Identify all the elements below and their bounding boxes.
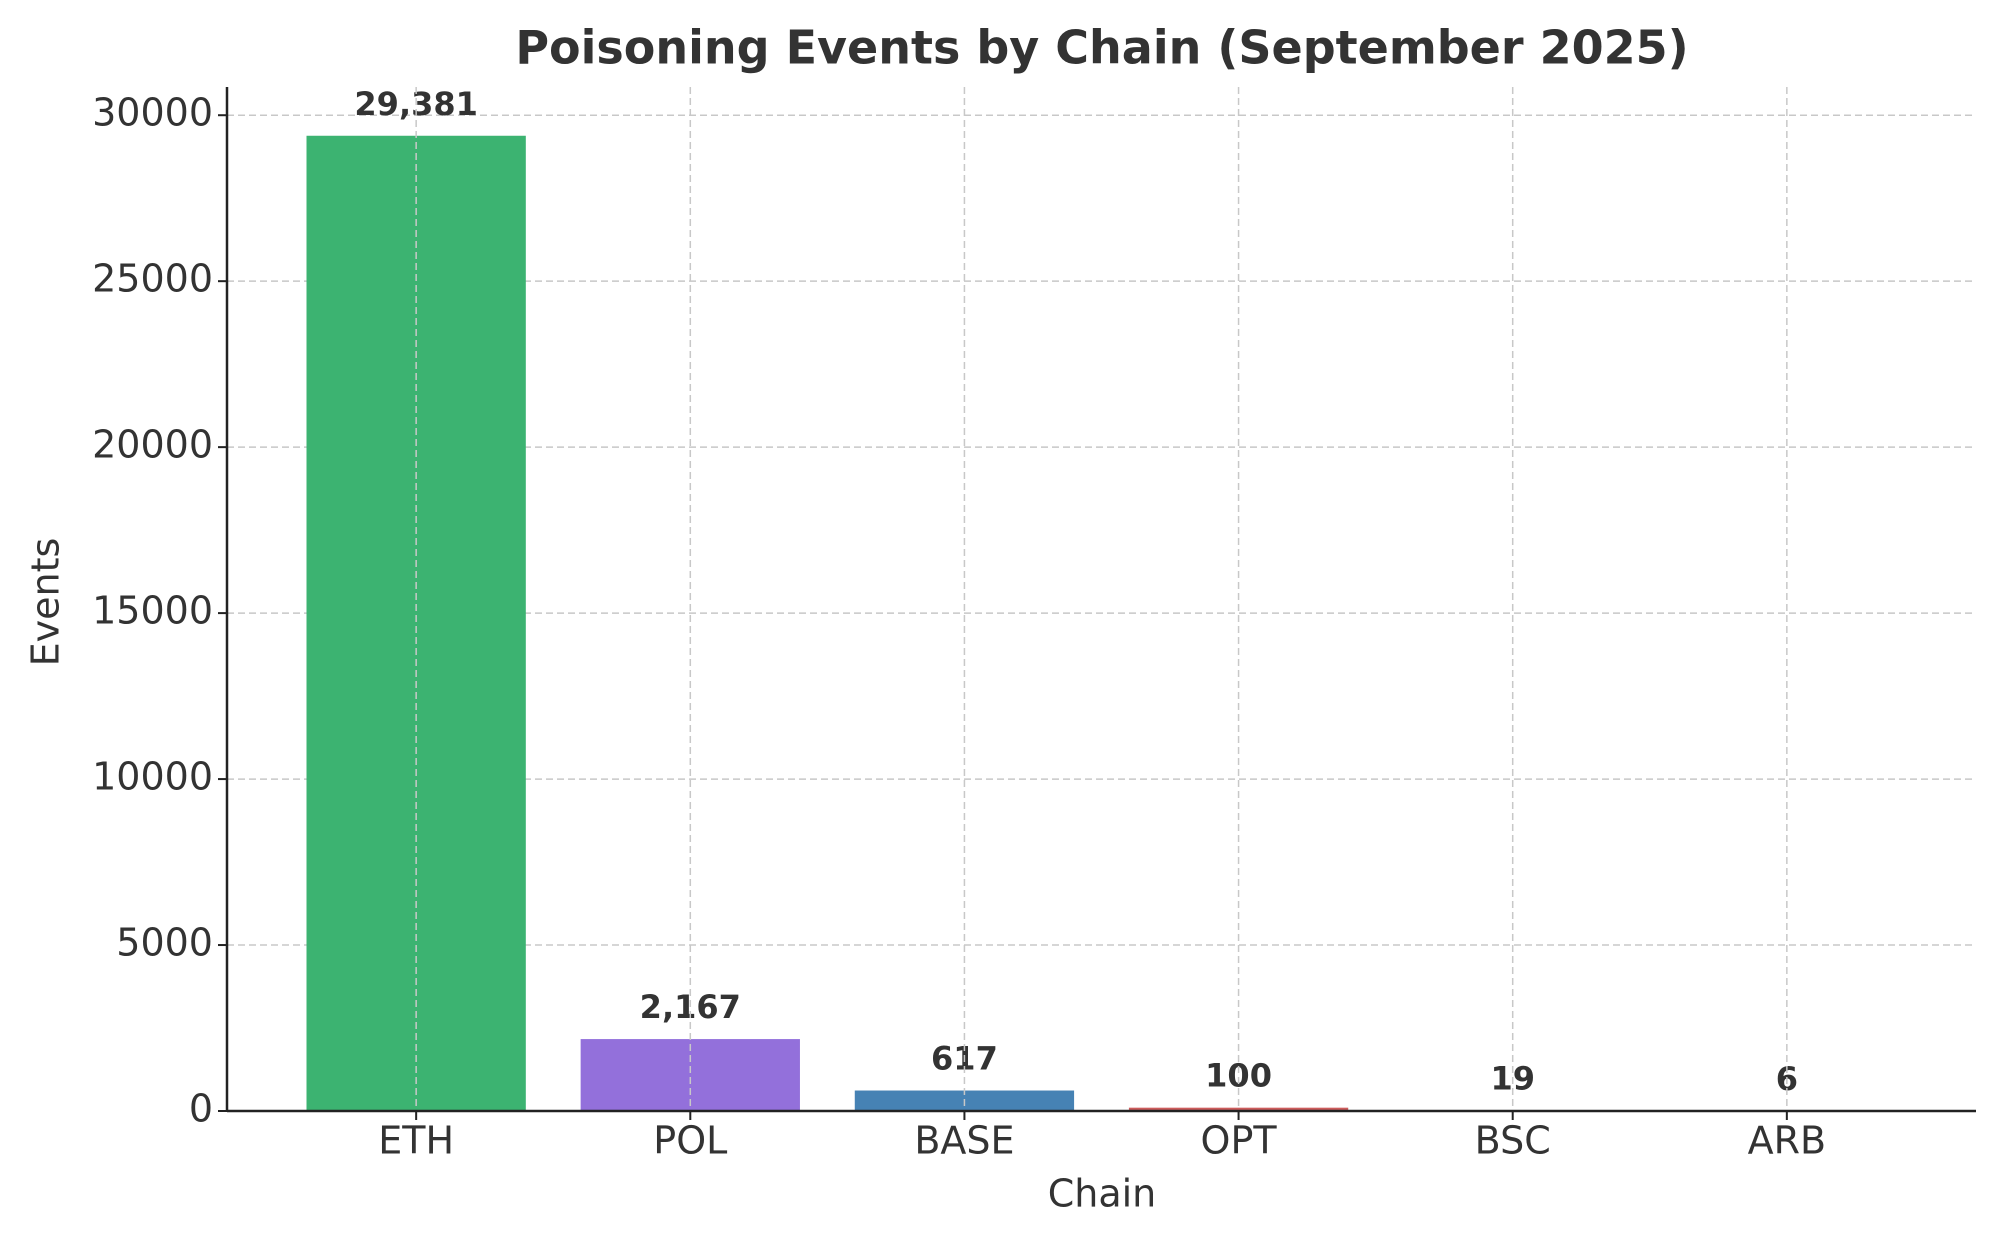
bar (1128, 1107, 1349, 1111)
y-tick-label: 15000 (92, 589, 213, 633)
x-tick-label: BASE (914, 1119, 1014, 1163)
x-tick-label: POL (653, 1119, 727, 1163)
x-tick-label: BSC (1475, 1119, 1551, 1163)
y-tick-label: 5000 (116, 921, 213, 965)
y-tick-label: 0 (189, 1087, 213, 1131)
x-tick-label: ARB (1748, 1119, 1826, 1163)
y-axis-title: Events (24, 538, 68, 667)
x-axis-title: Chain (1048, 1172, 1157, 1216)
y-tick-label: 30000 (92, 91, 213, 135)
y-tick-label: 10000 (92, 755, 213, 799)
bar (306, 135, 526, 1112)
y-tick-label: 25000 (92, 257, 213, 301)
y-tick-label: 20000 (92, 423, 213, 467)
chart-title: Poisoning Events by Chain (September 202… (515, 21, 1688, 75)
x-tick-label: ETH (378, 1119, 454, 1163)
x-tick-label: OPT (1201, 1119, 1278, 1163)
